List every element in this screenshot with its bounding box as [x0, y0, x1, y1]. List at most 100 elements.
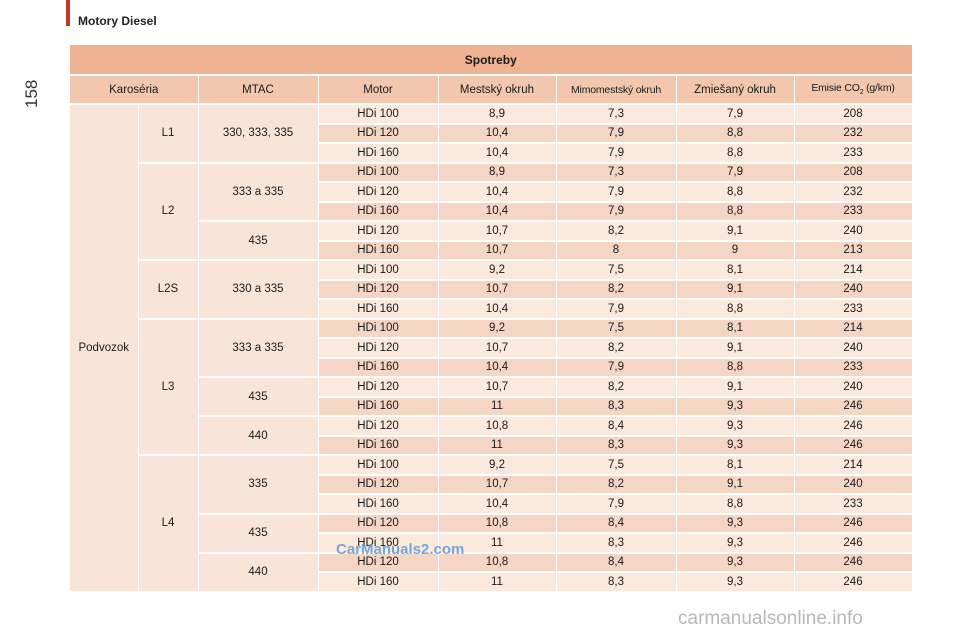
cell-length-group: L2S [138, 260, 199, 320]
cell-engine: HDi 160 [318, 572, 439, 593]
cell-urban: 9,2 [438, 455, 557, 476]
cell-extra-urban: 8,3 [556, 396, 677, 417]
cell-combined: 9,3 [676, 572, 795, 593]
cell-urban: 10,4 [438, 143, 557, 164]
cell-extra-urban: 7,5 [556, 260, 677, 281]
header-body-type: Karoséria [70, 75, 199, 105]
cell-co2: 232 [794, 182, 913, 203]
cell-urban: 10,8 [438, 513, 557, 534]
cell-mtac: 435 [198, 513, 319, 554]
cell-combined: 8,8 [676, 143, 795, 164]
cell-engine: HDi 120 [318, 279, 439, 300]
table-row: HDi 160 11 8,3 9,3 246 [70, 396, 913, 417]
cell-urban: 11 [438, 435, 557, 456]
header-extra-urban: Mimomestský okruh [556, 75, 677, 105]
cell-mtac: 330, 333, 335 [198, 104, 319, 164]
cell-engine: HDi 160 [318, 143, 439, 164]
cell-engine: HDi 120 [318, 377, 439, 398]
page-number: 158 [22, 79, 41, 108]
cell-mtac: 330 a 335 [198, 260, 319, 320]
table-row: Podvozok L1 330, 333, 335 HDi 100 8,9 7,3 7,9 2… [70, 104, 913, 593]
cell-engine: HDi 120 [318, 338, 439, 359]
cell-co2: 246 [794, 396, 913, 417]
cell-engine: HDi 160 [318, 357, 439, 378]
table-body: Podvozok L1 330, 333, 335 HDi 100 8,9 7,3 7,9 2… [70, 104, 913, 593]
cell-engine: HDi 120 [318, 513, 439, 534]
cell-engine: HDi 160 [318, 299, 439, 320]
cell-combined: 8,8 [676, 123, 795, 144]
cell-mtac: 435 [198, 377, 319, 417]
cell-co2: 240 [794, 221, 913, 242]
cell-combined: 9,1 [676, 338, 795, 359]
cell-combined: 8,8 [676, 299, 795, 320]
cell-extra-urban: 7,5 [556, 318, 677, 339]
cell-engine: HDi 160 [318, 494, 439, 515]
co2-prefix: Emisie CO [811, 82, 860, 95]
cell-extra-urban: 8,4 [556, 552, 677, 573]
cell-co2: 233 [794, 299, 913, 320]
cell-urban: 10,4 [438, 123, 557, 144]
cell-extra-urban: 8,2 [556, 279, 677, 300]
cell-mtac: 440 [198, 552, 319, 593]
table-row: 435 HDi 120 10,7 8,2 9,1 240 [70, 221, 913, 261]
cell-extra-urban: 7,9 [556, 357, 677, 378]
table-row: HDi 160 11 8,3 9,3 246 [70, 572, 913, 593]
section-title: Motory Diesel [78, 14, 157, 28]
cell-co2: 246 [794, 416, 913, 437]
cell-length-group: L4 [138, 455, 199, 593]
cell-co2: 240 [794, 338, 913, 359]
co2-suffix: (g/km) [863, 82, 895, 95]
cell-length-group: L1 [138, 104, 199, 164]
cell-urban: 10,8 [438, 416, 557, 437]
cell-co2: 214 [794, 318, 913, 339]
cell-mtac: 335 [198, 455, 319, 515]
cell-combined: 8,8 [676, 182, 795, 203]
cell-engine: HDi 120 [318, 416, 439, 437]
cell-urban: 8,9 [438, 162, 557, 183]
co2-subscript: 2 [859, 89, 864, 97]
cell-urban: 10,4 [438, 494, 557, 515]
cell-extra-urban: 8,4 [556, 513, 677, 534]
cell-co2: 214 [794, 260, 913, 281]
cell-urban: 10,8 [438, 552, 557, 573]
table-row: HDi 160 10,4 7,9 8,8 233 [70, 357, 913, 378]
header-urban: Mestský okruh [438, 75, 557, 105]
accent-bar [66, 0, 70, 26]
cell-combined: 9,1 [676, 279, 795, 300]
cell-extra-urban: 7,3 [556, 104, 677, 125]
cell-extra-urban: 7,9 [556, 123, 677, 144]
cell-combined: 9,1 [676, 377, 795, 398]
consumption-table: Spotreby Karoséria MTAC Motor Mestský ok… [70, 45, 913, 593]
cell-mtac: 440 [198, 416, 319, 456]
table-row: HDi 160 10,4 7,9 8,8 233 [70, 299, 913, 320]
cell-urban: 11 [438, 533, 557, 554]
cell-combined: 9,3 [676, 513, 795, 534]
cell-extra-urban: 7,5 [556, 455, 677, 476]
cell-co2: 246 [794, 533, 913, 554]
table-row: HDi 120 10,7 8,2 9,1 240 [70, 279, 913, 300]
table-row: L2 333 a 335 HDi 100 8,9 7,3 7,9 208 [70, 162, 913, 261]
cell-co2: 246 [794, 552, 913, 573]
cell-urban: 10,4 [438, 182, 557, 203]
table-row: 435 HDi 120 10,8 8,4 9,3 246 [70, 513, 913, 554]
cell-co2: 240 [794, 377, 913, 398]
table-row: HDi 160 11 8,3 9,3 246 [70, 533, 913, 554]
cell-engine: HDi 100 [318, 104, 439, 125]
cell-co2: 208 [794, 104, 913, 125]
cell-combined: 9,3 [676, 552, 795, 573]
cell-extra-urban: 7,9 [556, 182, 677, 203]
cell-combined: 7,9 [676, 104, 795, 125]
table-row: L2S 330 a 335 HDi 100 9,2 7,5 8,1 214 [70, 260, 913, 320]
cell-engine: HDi 160 [318, 201, 439, 222]
cell-extra-urban: 7,3 [556, 162, 677, 183]
cell-engine: HDi 100 [318, 318, 439, 339]
cell-combined: 8,8 [676, 494, 795, 515]
watermark-carmanualsonline: carmanualsonline.info [678, 608, 863, 629]
cell-urban: 10,4 [438, 201, 557, 222]
cell-urban: 10,7 [438, 474, 557, 495]
cell-extra-urban: 7,9 [556, 299, 677, 320]
table-row: HDi 160 11 8,3 9,3 246 [70, 435, 913, 456]
cell-combined: 8,8 [676, 357, 795, 378]
watermark-carmanuals2: CarManuals2.com [336, 541, 465, 558]
cell-extra-urban: 8,3 [556, 435, 677, 456]
